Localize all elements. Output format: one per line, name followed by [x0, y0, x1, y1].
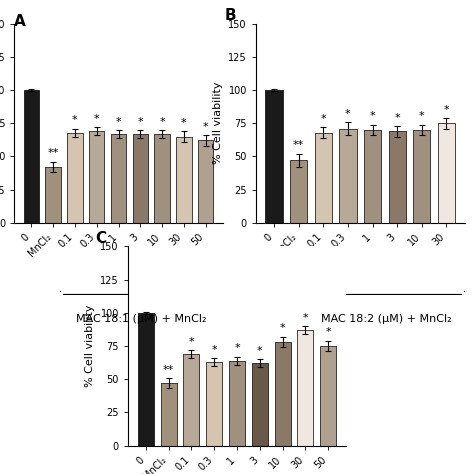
- Bar: [206, 362, 222, 446]
- Text: **: **: [163, 365, 174, 374]
- Text: *: *: [444, 105, 449, 115]
- Bar: [111, 134, 126, 223]
- Text: *: *: [234, 343, 240, 353]
- Bar: [183, 354, 200, 446]
- Bar: [320, 346, 336, 446]
- Bar: [133, 134, 148, 223]
- Text: *: *: [94, 114, 100, 124]
- Text: *: *: [419, 111, 425, 121]
- Bar: [297, 330, 313, 446]
- Text: **: **: [47, 148, 59, 158]
- Text: *: *: [280, 323, 285, 333]
- Text: *: *: [394, 113, 400, 123]
- Text: A: A: [14, 14, 26, 29]
- Bar: [138, 313, 154, 446]
- Text: MAC 18:1 (μM) + MnCl₂: MAC 18:1 (μM) + MnCl₂: [76, 314, 207, 324]
- Bar: [161, 383, 177, 446]
- Bar: [364, 130, 381, 223]
- Text: *: *: [345, 109, 351, 118]
- Bar: [339, 128, 356, 223]
- Bar: [389, 131, 406, 223]
- Text: *: *: [189, 337, 194, 346]
- Text: MAC 18:2 (μM) + MnCl₂: MAC 18:2 (μM) + MnCl₂: [321, 314, 452, 324]
- Y-axis label: % Cell viability: % Cell viability: [85, 305, 95, 387]
- Text: *: *: [159, 117, 165, 127]
- Bar: [176, 137, 191, 223]
- Text: *: *: [116, 117, 121, 127]
- Bar: [252, 363, 268, 446]
- Text: *: *: [370, 111, 375, 121]
- Text: *: *: [257, 346, 263, 356]
- Bar: [274, 342, 291, 446]
- Text: *: *: [320, 114, 326, 124]
- Text: *: *: [72, 115, 78, 125]
- Text: **: **: [293, 140, 304, 150]
- Text: *: *: [211, 345, 217, 355]
- Bar: [67, 133, 82, 223]
- Bar: [24, 90, 39, 223]
- Bar: [290, 160, 307, 223]
- Bar: [438, 123, 455, 223]
- Bar: [198, 140, 213, 223]
- Bar: [155, 134, 170, 223]
- Text: *: *: [325, 328, 331, 337]
- Bar: [315, 133, 332, 223]
- Text: C: C: [95, 230, 106, 246]
- Bar: [229, 361, 245, 446]
- Text: *: *: [203, 122, 209, 132]
- Bar: [413, 130, 430, 223]
- Text: B: B: [225, 8, 237, 23]
- Bar: [46, 167, 61, 223]
- Bar: [89, 131, 104, 223]
- Text: *: *: [137, 117, 143, 127]
- Y-axis label: % Cell viability: % Cell viability: [213, 82, 223, 164]
- Text: *: *: [302, 313, 308, 323]
- Text: *: *: [181, 118, 187, 128]
- Bar: [265, 90, 283, 223]
